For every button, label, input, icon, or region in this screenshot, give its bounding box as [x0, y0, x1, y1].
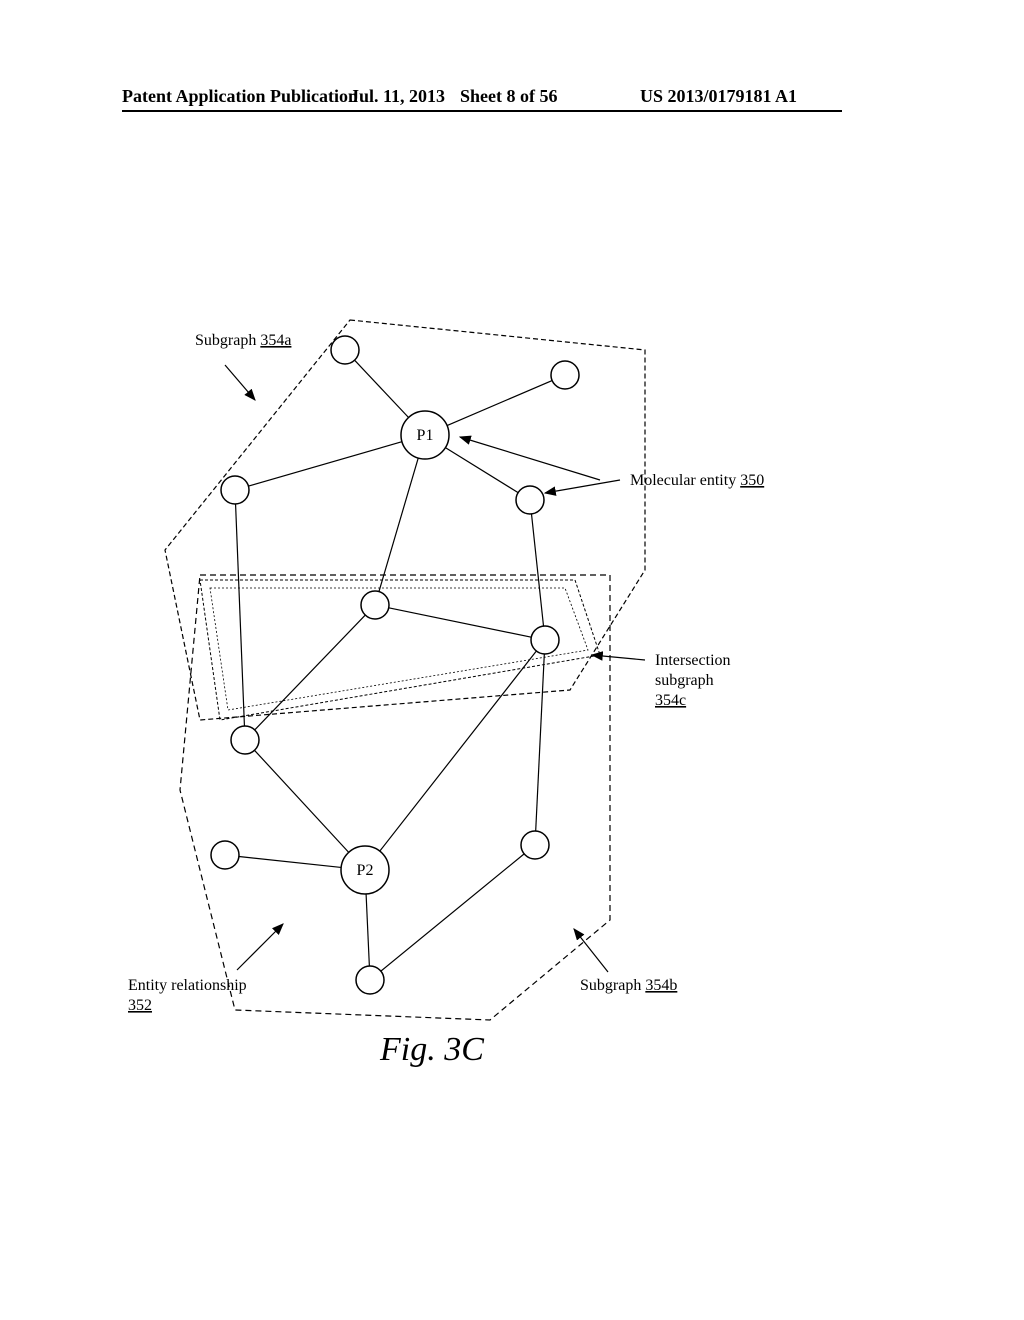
label-intersection-1: Intersection: [655, 652, 731, 669]
arrow-arrow_int: [592, 655, 645, 660]
node-n_top: [331, 336, 359, 364]
arrow-arrow_a: [225, 365, 255, 400]
edge-n_right-n_bottom: [381, 854, 524, 971]
edge-n_botleft-P2: [254, 750, 348, 852]
edge-n_cright-n_right: [536, 654, 545, 831]
node-n_right: [521, 831, 549, 859]
node-n_left: [221, 476, 249, 504]
node-P2-label: P2: [357, 862, 374, 879]
label-molecular-entity: Molecular entity 350: [630, 472, 764, 489]
label-entity-rel-1: Entity relationship: [128, 977, 247, 994]
edge-n_cmid-n_cright: [389, 608, 532, 637]
edge-layer: [236, 360, 553, 971]
edge-n_midright-n_cright: [531, 514, 543, 626]
label-entity-rel-ref: 352: [128, 997, 152, 1014]
node-n_botleft: [231, 726, 259, 754]
header-rule: [122, 110, 842, 112]
edge-P2-n_far_left: [239, 856, 341, 867]
intersection-outline-inner: [210, 588, 588, 710]
label-subgraph-b: Subgraph 354b: [580, 977, 677, 994]
node-n_cmid: [361, 591, 389, 619]
header-sheet: Sheet 8 of 56: [460, 86, 558, 107]
node-n_midright: [516, 486, 544, 514]
node-n_far_left: [211, 841, 239, 869]
label-intersection-2: subgraph: [655, 672, 714, 689]
edge-n_cmid-n_botleft: [255, 615, 366, 730]
edge-P1-n_topright: [447, 381, 552, 426]
edge-n_left-n_botleft: [236, 504, 245, 726]
label-intersection-ref: 354c: [655, 692, 686, 709]
network-diagram: P1 P2 Subgraph 354a Molecular entity 350 In…: [0, 150, 1024, 1110]
node-n_cright: [531, 626, 559, 654]
page: Patent Application Publication Jul. 11, …: [0, 0, 1024, 1320]
node-n_bottom: [356, 966, 384, 994]
arrow-arrow_er: [237, 924, 283, 970]
arrow-arrow_me2: [460, 437, 600, 480]
arrow-arrow_me: [545, 480, 620, 493]
header-date: Jul. 11, 2013: [350, 86, 445, 107]
figure-title: Fig. 3C: [379, 1031, 484, 1068]
edge-P1-n_left: [248, 442, 401, 486]
header-patent-no: US 2013/0179181 A1: [640, 86, 797, 107]
edge-P1-n_midright: [445, 448, 518, 493]
node-n_topright: [551, 361, 579, 389]
edge-P2-n_bottom: [366, 894, 369, 966]
edge-P1-n_cmid: [379, 458, 418, 592]
arrow-arrow_b: [574, 929, 608, 972]
label-subgraph-a: Subgraph 354a: [195, 332, 291, 349]
node-layer: P1 P2: [211, 336, 579, 994]
header-publication: Patent Application Publication: [122, 86, 358, 107]
node-P1-label: P1: [417, 427, 434, 444]
edge-P1-n_top: [355, 360, 409, 417]
